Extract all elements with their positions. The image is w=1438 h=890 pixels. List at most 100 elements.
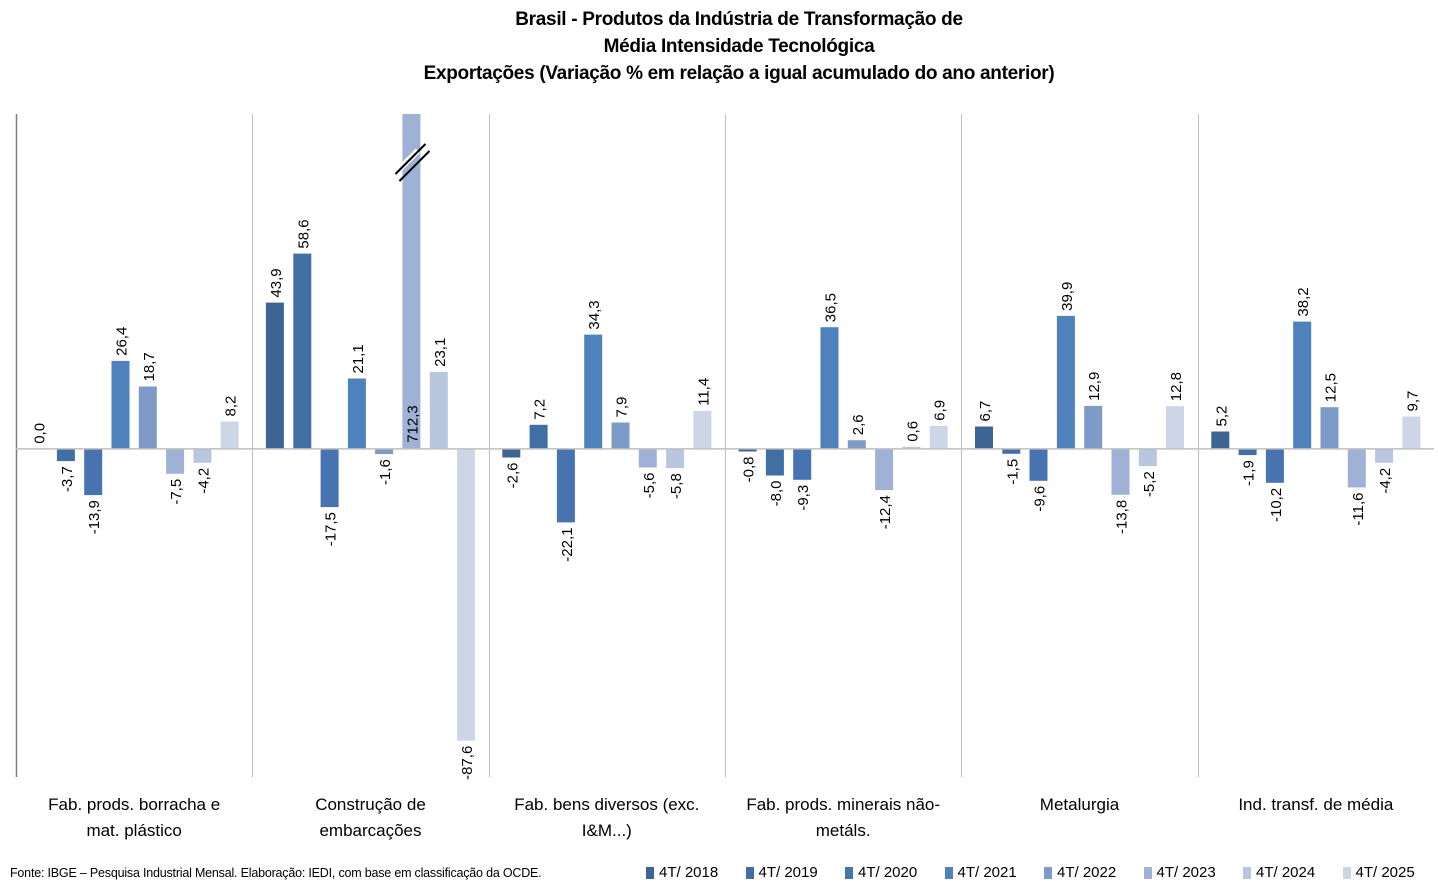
- data-label: 712,3: [404, 405, 421, 443]
- data-label: -5,2: [1141, 471, 1158, 497]
- data-label: 0,6: [904, 421, 921, 442]
- bar: [429, 371, 448, 449]
- bar: [457, 448, 475, 741]
- category-label: Construção de embarcações: [252, 792, 488, 844]
- category-label-line: Ind. transf. de média: [1238, 795, 1394, 814]
- axis-break-marks: [393, 143, 431, 182]
- data-label: -12,4: [877, 495, 894, 529]
- category-label-line: Fab. prods. minerais não-: [746, 795, 941, 814]
- category-label: Fab. prods. borracha e mat. plástico: [16, 792, 252, 844]
- category-label: Ind. transf. de média: [1198, 792, 1434, 844]
- bar: [293, 253, 312, 449]
- data-label: -11,6: [1350, 493, 1367, 526]
- bar: [56, 448, 75, 462]
- category-label-line: Fab. bens diversos (exc.: [514, 795, 700, 814]
- data-label: 38,2: [1295, 287, 1312, 316]
- bar: [111, 360, 130, 449]
- category-label-line: Metalurgia: [1039, 795, 1120, 814]
- data-label: -9,6: [1032, 486, 1049, 512]
- data-label: 21,1: [350, 344, 367, 373]
- bar: [1084, 405, 1103, 449]
- legend-swatch-icon: [1243, 866, 1251, 879]
- legend-swatch-icon: [1342, 866, 1351, 879]
- data-label: -7,5: [168, 479, 185, 505]
- data-label: 12,9: [1086, 372, 1103, 401]
- bar: [166, 448, 185, 474]
- bar: [1029, 448, 1048, 481]
- bar: [265, 302, 284, 449]
- bar: [1111, 448, 1130, 495]
- data-label: -13,8: [1114, 500, 1131, 534]
- bar: [584, 334, 603, 449]
- data-label: 18,7: [141, 352, 158, 381]
- bar: [1002, 448, 1021, 454]
- data-label: 0,0: [32, 423, 49, 444]
- data-label: -5,8: [668, 473, 685, 499]
- category-label: Metalurgia: [961, 792, 1197, 844]
- data-label: -2,6: [504, 463, 521, 489]
- legend-item: 4T/ 2022: [1044, 864, 1144, 881]
- data-label: 58,6: [295, 219, 312, 248]
- data-label: -17,5: [323, 512, 340, 546]
- bar: [347, 378, 366, 449]
- data-label: 36,5: [823, 293, 840, 322]
- category-label-line: [961, 818, 1197, 844]
- bar: [1320, 407, 1339, 449]
- bar: [402, 114, 421, 449]
- bar: [875, 448, 894, 491]
- data-label: -22,1: [559, 528, 576, 562]
- bar: [320, 448, 339, 508]
- bar: [1265, 448, 1284, 483]
- data-label: 12,5: [1323, 373, 1340, 402]
- source-note: Fonte: IBGE – Pesquisa Industrial Mensal…: [10, 866, 542, 880]
- legend-swatch-icon: [745, 866, 754, 879]
- bar: [611, 422, 630, 449]
- chart-title-line-1: Brasil - Produtos da Indústria de Transf…: [515, 9, 963, 30]
- bar: [847, 440, 866, 449]
- bar: [556, 448, 575, 523]
- bar: [1211, 431, 1230, 449]
- data-label: -9,3: [795, 485, 812, 511]
- data-label: 2,6: [850, 414, 867, 435]
- data-label: -13,9: [86, 500, 103, 534]
- data-label: 6,7: [977, 401, 994, 422]
- data-label: -1,6: [377, 459, 394, 485]
- category-label-line: metáls.: [815, 821, 871, 840]
- data-label: -10,2: [1268, 488, 1285, 522]
- data-label: 8,2: [223, 396, 240, 417]
- legend-item: 4T/ 2020: [845, 864, 945, 881]
- chart-title-line-2: Média Intensidade Tecnológica: [603, 36, 875, 57]
- axis-break-mark: [398, 150, 431, 182]
- data-label: 7,2: [532, 399, 549, 420]
- bar: [820, 327, 839, 449]
- bar: [220, 421, 239, 449]
- data-label: 11,4: [695, 378, 712, 406]
- bars: [56, 114, 1421, 741]
- bar: [1238, 448, 1257, 456]
- bar: [1402, 416, 1421, 449]
- data-label: 7,9: [614, 397, 631, 418]
- data-label: 23,1: [432, 338, 449, 367]
- bar: [1293, 321, 1312, 449]
- category-label: Fab. prods. minerais não-metáls.: [725, 792, 961, 844]
- data-label: 26,4: [114, 327, 131, 356]
- legend-item: 4T/ 2019: [745, 864, 846, 881]
- bar: [1056, 315, 1075, 449]
- data-label: -1,5: [1004, 459, 1021, 485]
- category-separators: [15, 114, 1199, 777]
- bar: [666, 448, 685, 469]
- bar: [738, 448, 757, 452]
- data-labels: 0,0 43,9 -2,6 -0,8 6,7 5,2 -3,7 58,6 7,2 -8,0 -1,5…: [32, 219, 1422, 780]
- bar: [1375, 448, 1394, 463]
- legend-label: 4T/ 2025: [1355, 864, 1415, 881]
- data-label: -5,6: [641, 473, 658, 499]
- category-label: Fab. bens diversos (exc. I&M...): [489, 792, 725, 844]
- data-label: -87,6: [459, 746, 476, 780]
- category-label-line: I&M...): [581, 821, 632, 840]
- data-label: 9,7: [1404, 391, 1421, 412]
- bar: [765, 448, 784, 476]
- category-label-line: [1198, 818, 1434, 844]
- data-label: 5,2: [1213, 406, 1230, 427]
- legend-item: 4T/ 2023: [1143, 864, 1244, 881]
- legend-label: 4T/ 2023: [1156, 864, 1216, 881]
